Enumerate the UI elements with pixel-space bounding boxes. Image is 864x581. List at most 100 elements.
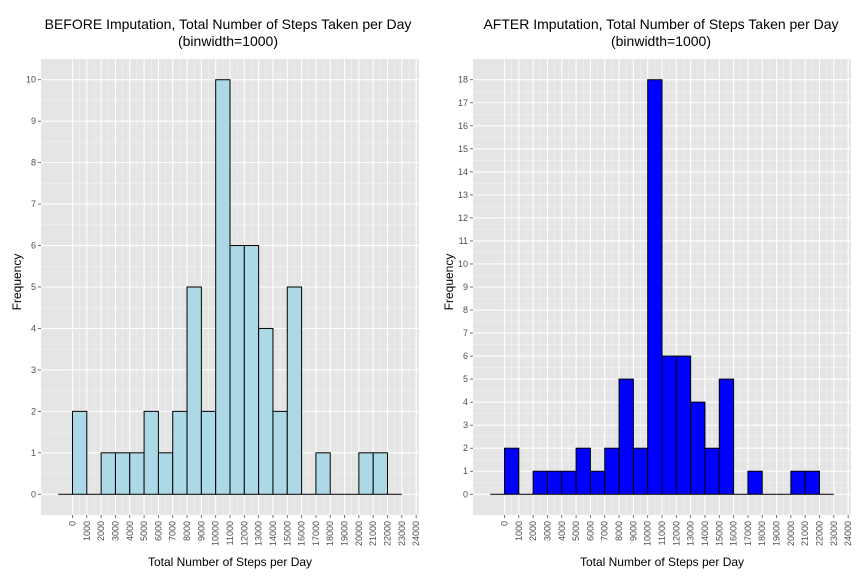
x-tick-label: 6000 (585, 521, 595, 541)
histogram-bar (200, 410, 217, 495)
y-tick-label: 8 (463, 305, 468, 315)
chart-subtitle: (binwidth=1000) (178, 33, 278, 49)
x-tick-label: 21000 (800, 521, 810, 546)
x-tick-label: 5000 (139, 521, 149, 541)
y-tick-label: 4 (31, 323, 36, 333)
histogram-bar (157, 452, 174, 495)
y-tick-label: 7 (463, 328, 468, 338)
x-axis-label: Total Number of Steps per Day (148, 555, 312, 569)
histogram-bar (243, 245, 260, 495)
histogram-bar (258, 327, 274, 495)
histogram-bar (632, 447, 649, 495)
x-tick-label: 18000 (757, 521, 767, 546)
x-tick-label: 11000 (225, 521, 235, 545)
histogram-bar (372, 452, 389, 495)
x-axis-label: Total Number of Steps per Day (580, 555, 744, 569)
x-tick-label: 3000 (542, 521, 552, 541)
y-tick-label: 5 (31, 282, 36, 292)
chart-title: AFTER Imputation, Total Number of Steps … (483, 16, 838, 32)
histogram-bar (618, 378, 634, 495)
histogram-bar (589, 470, 606, 495)
x-tick-label: 12000 (671, 521, 681, 546)
y-tick-label: 3 (463, 420, 468, 430)
x-tick-label: 2000 (96, 521, 106, 541)
x-tick-label: 14000 (700, 521, 710, 546)
histogram-bar (286, 286, 303, 495)
y-tick-label: 10 (458, 259, 468, 269)
x-tick-label: 7000 (168, 521, 178, 541)
x-tick-label: 15000 (282, 521, 292, 546)
y-tick-label: 13 (458, 190, 468, 200)
y-tick-label: 8 (31, 158, 36, 168)
x-tick-label: 17000 (311, 521, 321, 546)
histogram-bar (229, 245, 245, 495)
histogram-bar (504, 447, 520, 495)
histogram-bar (143, 410, 159, 495)
histogram-bar (72, 410, 88, 495)
x-tick-label: 20000 (786, 521, 796, 546)
x-tick-label: 16000 (297, 521, 307, 546)
histogram-bar (804, 470, 821, 495)
y-tick-label: 10 (26, 75, 36, 85)
x-tick-label: 4000 (557, 521, 567, 541)
x-tick-label: 19000 (772, 521, 782, 546)
y-tick-label: 18 (458, 75, 468, 85)
histogram-bar (114, 452, 131, 495)
histogram-bar (747, 470, 763, 495)
y-tick-label: 0 (31, 489, 36, 499)
histogram-bar (186, 286, 202, 495)
y-tick-label: 1 (463, 466, 468, 476)
x-tick-label: 8000 (182, 521, 192, 541)
y-tick-label: 4 (463, 397, 468, 407)
y-tick-label: 6 (463, 351, 468, 361)
histogram-bar (661, 355, 677, 495)
histogram-before-svg: 0 1 2 3 4 5 6 7 8 9 10 0 1000 2000 3000 4000 5000 6000 700… (10, 16, 421, 569)
y-tick-label: 17 (458, 98, 468, 108)
y-tick-label: 12 (458, 213, 468, 223)
x-tick-label: 3000 (110, 521, 120, 541)
x-tick-label: 18000 (325, 521, 335, 546)
x-tick-label: 14000 (268, 521, 278, 546)
x-tick-label: 7000 (600, 521, 610, 541)
x-tick-label: 9000 (196, 521, 206, 541)
histogram-bar (704, 447, 720, 495)
x-tick-label: 11000 (657, 521, 667, 545)
histogram-bar (100, 452, 116, 495)
histogram-bar (718, 378, 735, 495)
x-tick-label: 24000 (843, 521, 853, 546)
x-tick-label: 13000 (254, 521, 264, 546)
x-tick-label: 10000 (643, 521, 653, 546)
x-tick-label: 12000 (239, 521, 249, 546)
histogram-after: 0 1 2 3 4 5 6 7 8 9 10 11 12 13 14 15 16 17 18 0 1000 2000 300… (432, 0, 864, 581)
histogram-bar (215, 79, 231, 495)
x-tick-label: 24000 (411, 521, 421, 546)
y-tick-label: 6 (31, 241, 36, 251)
x-tick-label: 21000 (368, 521, 378, 546)
x-tick-label: 15000 (714, 521, 724, 546)
x-tick-label: 22000 (815, 521, 825, 546)
x-tick-label: 23000 (397, 521, 407, 546)
x-tick-label: 16000 (729, 521, 739, 546)
y-tick-label: 5 (463, 374, 468, 384)
bars (490, 79, 834, 495)
histogram-bar (604, 447, 620, 495)
x-tick-label: 19000 (340, 521, 350, 546)
y-tick-label: 7 (31, 199, 36, 209)
y-tick-label: 15 (458, 144, 468, 154)
x-tick-label: 22000 (383, 521, 393, 546)
histogram-bar (647, 79, 663, 495)
y-tick-label: 16 (458, 121, 468, 131)
y-tick-label: 1 (31, 448, 36, 458)
x-tick-label: 8000 (614, 521, 624, 541)
y-tick-label: 9 (463, 282, 468, 292)
x-tick-label: 2000 (528, 521, 538, 541)
y-tick-label: 0 (463, 489, 468, 499)
x-tick-label: 4000 (125, 521, 135, 541)
histogram-bar (272, 410, 288, 495)
x-tick-label: 23000 (829, 521, 839, 546)
x-tick-label: 0 (500, 521, 510, 526)
y-tick-label: 3 (31, 365, 36, 375)
bars (58, 79, 402, 495)
x-tick-label: 9000 (628, 521, 638, 541)
